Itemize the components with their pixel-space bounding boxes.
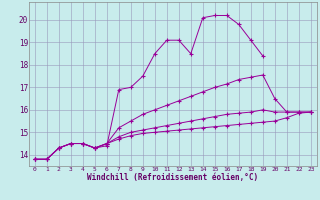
X-axis label: Windchill (Refroidissement éolien,°C): Windchill (Refroidissement éolien,°C)	[87, 173, 258, 182]
